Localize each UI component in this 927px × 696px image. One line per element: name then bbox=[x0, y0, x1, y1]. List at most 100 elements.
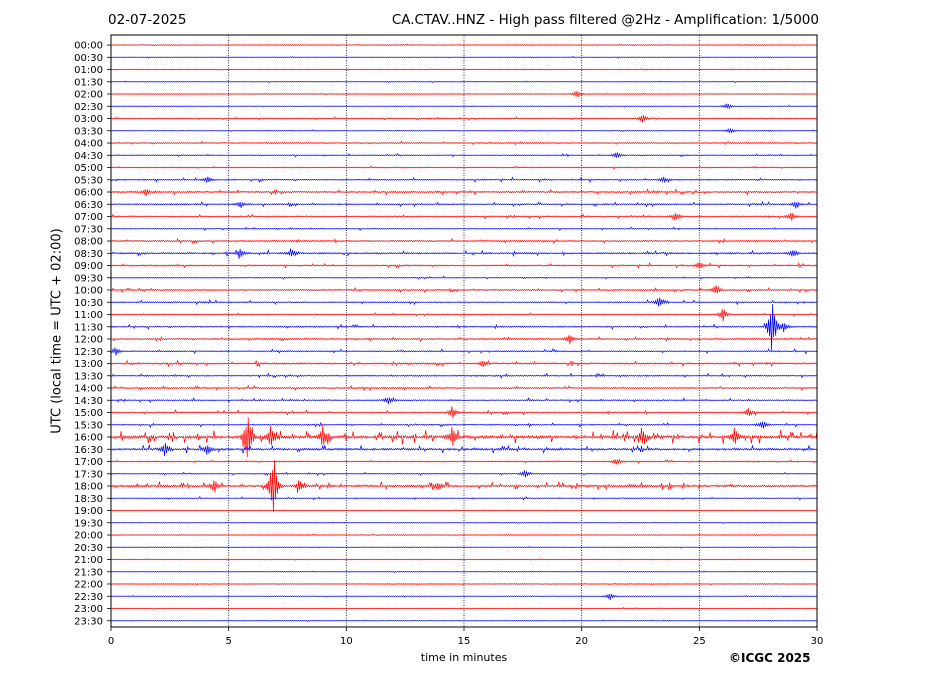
trace-0200 bbox=[110, 90, 818, 98]
trace-0300 bbox=[110, 115, 818, 123]
y-tick-label: 08:00 bbox=[74, 237, 103, 248]
trace-2300 bbox=[110, 607, 818, 610]
y-tick-label: 00:30 bbox=[74, 53, 103, 64]
trace-0830 bbox=[110, 248, 818, 259]
trace-2000 bbox=[110, 533, 818, 537]
y-tick-label: 06:30 bbox=[74, 200, 103, 211]
trace-1000 bbox=[110, 285, 818, 294]
y-tick-label: 12:30 bbox=[74, 347, 103, 358]
trace-2100 bbox=[110, 558, 818, 561]
y-tick-label: 03:30 bbox=[74, 126, 103, 137]
y-tick-label: 06:00 bbox=[74, 188, 103, 199]
y-tick-label: 10:00 bbox=[74, 286, 103, 297]
trace-0500 bbox=[110, 165, 818, 170]
y-tick-label: 11:00 bbox=[74, 310, 103, 321]
y-tick-label: 01:30 bbox=[74, 77, 103, 88]
trace-2200 bbox=[110, 582, 818, 586]
trace-2130 bbox=[110, 570, 818, 574]
trace-0030 bbox=[110, 55, 818, 59]
trace-1730 bbox=[110, 470, 818, 478]
x-tick-label: 20 bbox=[575, 636, 588, 647]
date-label: 02-07-2025 bbox=[108, 12, 187, 28]
trace-2330 bbox=[110, 619, 818, 623]
trace-1330 bbox=[110, 372, 818, 380]
y-tick-label: 17:30 bbox=[74, 469, 103, 480]
trace-1600 bbox=[110, 417, 818, 458]
trace-1230 bbox=[110, 347, 818, 356]
trace-0230 bbox=[110, 103, 818, 110]
trace-1400 bbox=[110, 384, 818, 392]
x-tick-label: 10 bbox=[340, 636, 353, 647]
trace-1700 bbox=[110, 458, 818, 465]
trace-0600 bbox=[110, 188, 818, 196]
y-tick-label: 05:30 bbox=[74, 175, 103, 186]
y-tick-label: 20:00 bbox=[74, 531, 103, 542]
y-tick-label: 15:00 bbox=[74, 408, 103, 419]
y-tick-label: 08:30 bbox=[74, 249, 103, 260]
trace-1430 bbox=[110, 396, 818, 405]
trace-0330 bbox=[110, 127, 818, 134]
y-tick-label: 00:00 bbox=[74, 41, 103, 52]
y-tick-label: 12:00 bbox=[74, 335, 103, 346]
y-tick-label: 04:30 bbox=[74, 151, 103, 162]
x-axis-label: time in minutes bbox=[420, 651, 508, 664]
y-tick-label: 13:00 bbox=[74, 359, 103, 370]
y-tick-label: 17:00 bbox=[74, 457, 103, 468]
y-tick-label: 20:30 bbox=[74, 543, 103, 554]
trace-1830 bbox=[110, 495, 818, 501]
y-tick-label: 22:00 bbox=[74, 580, 103, 591]
y-tick-label: 05:00 bbox=[74, 163, 103, 174]
y-tick-label: 19:30 bbox=[74, 518, 103, 529]
x-tick-label: 5 bbox=[225, 636, 231, 647]
y-tick-label: 07:00 bbox=[74, 212, 103, 223]
y-tick-label: 15:30 bbox=[74, 420, 103, 431]
y-tick-label: 18:30 bbox=[74, 494, 103, 505]
trace-1130 bbox=[110, 304, 818, 351]
y-tick-label: 01:00 bbox=[74, 65, 103, 76]
trace-1630 bbox=[110, 443, 818, 457]
y-tick-label: 02:00 bbox=[74, 90, 103, 101]
y-tick-label: 11:30 bbox=[74, 322, 103, 333]
y-tick-label: 23:00 bbox=[74, 604, 103, 615]
trace-1930 bbox=[110, 521, 818, 525]
y-tick-label: 09:00 bbox=[74, 261, 103, 272]
trace-0730 bbox=[110, 226, 818, 232]
trace-1200 bbox=[110, 334, 818, 345]
copyright-label: ©ICGC 2025 bbox=[729, 651, 811, 665]
x-tick-label: 15 bbox=[458, 636, 471, 647]
y-tick-label: 03:00 bbox=[74, 114, 103, 125]
y-tick-label: 22:30 bbox=[74, 592, 103, 603]
trace-0800 bbox=[110, 237, 818, 245]
y-tick-label: 04:00 bbox=[74, 139, 103, 150]
y-tick-label: 23:30 bbox=[74, 616, 103, 627]
trace-0700 bbox=[110, 212, 818, 221]
y-tick-label: 21:00 bbox=[74, 555, 103, 566]
trace-0130 bbox=[110, 80, 818, 84]
trace-1900 bbox=[110, 509, 818, 512]
x-tick-label: 30 bbox=[811, 636, 824, 647]
x-tick-label: 0 bbox=[108, 636, 114, 647]
y-tick-label: 21:30 bbox=[74, 567, 103, 578]
y-tick-label: 14:00 bbox=[74, 384, 103, 395]
trace-1800 bbox=[110, 460, 818, 512]
y-tick-label: 09:30 bbox=[74, 273, 103, 284]
y-axis-label: UTC (local time = UTC + 02:00) bbox=[49, 228, 65, 434]
y-tick-label: 07:30 bbox=[74, 224, 103, 235]
trace-0000 bbox=[110, 43, 818, 47]
trace-1100 bbox=[110, 308, 818, 322]
trace-0400 bbox=[110, 140, 818, 146]
y-tick-label: 10:30 bbox=[74, 298, 103, 309]
trace-1500 bbox=[110, 406, 818, 419]
y-tick-label: 16:30 bbox=[74, 445, 103, 456]
trace-2030 bbox=[110, 546, 818, 549]
y-tick-label: 13:30 bbox=[74, 371, 103, 382]
trace-0630 bbox=[110, 200, 818, 209]
trace-1030 bbox=[110, 297, 818, 307]
y-tick-label: 14:30 bbox=[74, 396, 103, 407]
trace-2230 bbox=[110, 593, 818, 600]
trace-0900 bbox=[110, 262, 818, 269]
y-tick-label: 19:00 bbox=[74, 506, 103, 517]
trace-1300 bbox=[110, 359, 818, 368]
x-tick-label: 25 bbox=[693, 636, 706, 647]
